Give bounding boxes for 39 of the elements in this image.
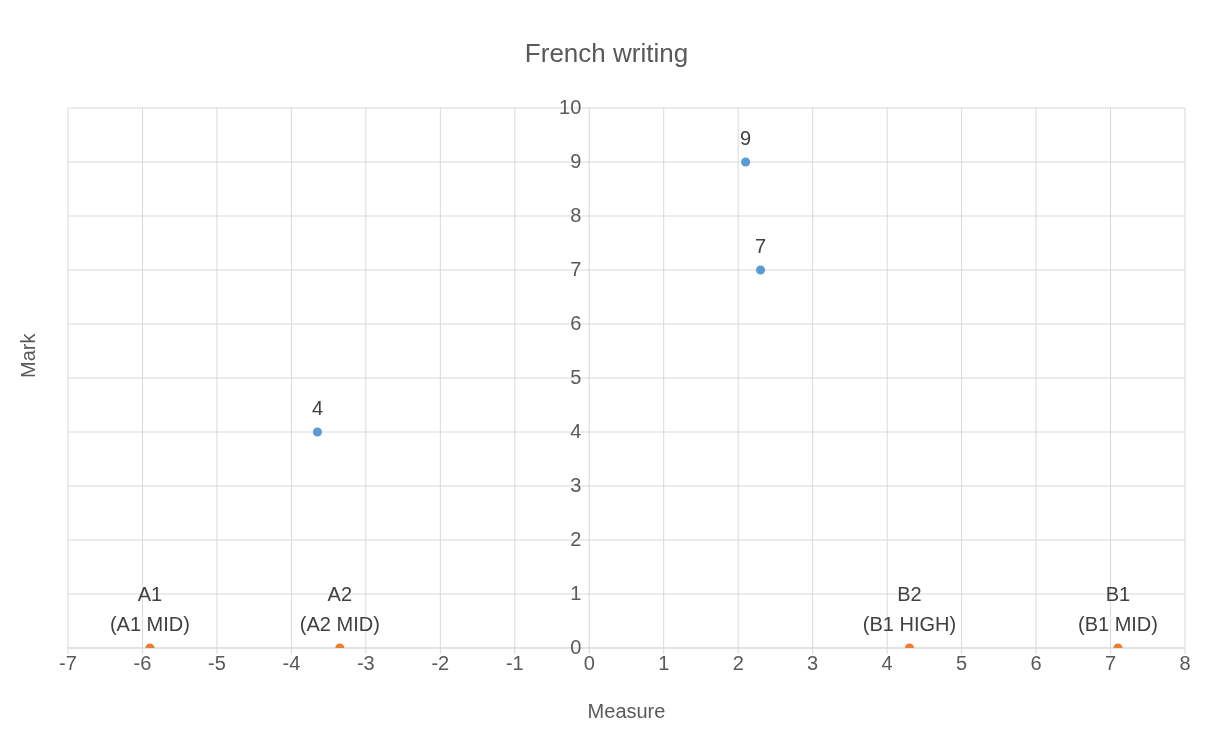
y-tick-label: 1	[570, 582, 582, 604]
data-label: 9	[740, 127, 752, 150]
x-tick-label: -2	[431, 652, 450, 675]
x-tick-label: -4	[282, 652, 301, 675]
y-axis-title: Mark	[17, 332, 40, 378]
x-tick-label: 6	[1030, 652, 1042, 675]
x-tick-label: 5	[956, 652, 968, 675]
x-tick-label: -3	[356, 652, 375, 675]
data-label: B1 (B1 MID)	[1077, 583, 1158, 636]
x-tick-label: -6	[133, 652, 152, 675]
data-label: 4	[311, 397, 324, 420]
y-tick-label: 0	[570, 636, 582, 658]
x-tick-label: 8	[1179, 652, 1191, 675]
data-label: A2 (A2 MID)	[299, 583, 380, 636]
x-tick-label: 1	[658, 652, 670, 675]
x-tick-label: 7	[1104, 652, 1117, 675]
point	[741, 157, 751, 167]
chart-title: French writing	[523, 37, 690, 70]
data-label: B2 (B1 HIGH)	[862, 583, 957, 636]
y-tick-label: 2	[570, 528, 582, 550]
y-tick-label: 8	[570, 204, 582, 226]
x-tick-label: -1	[505, 652, 524, 675]
y-tick-label: 5	[570, 366, 582, 388]
x-tick-label: 2	[732, 652, 744, 675]
x-tick-label: -7	[59, 652, 77, 675]
x-tick-label: 4	[881, 652, 893, 675]
y-tick-label: 3	[570, 474, 582, 496]
data-label: 7	[754, 235, 767, 258]
point	[756, 265, 766, 275]
x-tick-label: -5	[208, 652, 226, 675]
y-tick-label: 4	[570, 420, 582, 442]
x-axis-title: Measure	[587, 700, 666, 722]
y-tick-label: 9	[570, 150, 582, 172]
data-label: A1 (A1 MID)	[109, 583, 190, 636]
y-tick-label: 7	[570, 258, 582, 280]
point	[312, 427, 322, 437]
y-tick-label: 10	[559, 96, 582, 118]
x-tick-label: 3	[807, 652, 819, 675]
y-tick-label: 6	[570, 312, 582, 334]
